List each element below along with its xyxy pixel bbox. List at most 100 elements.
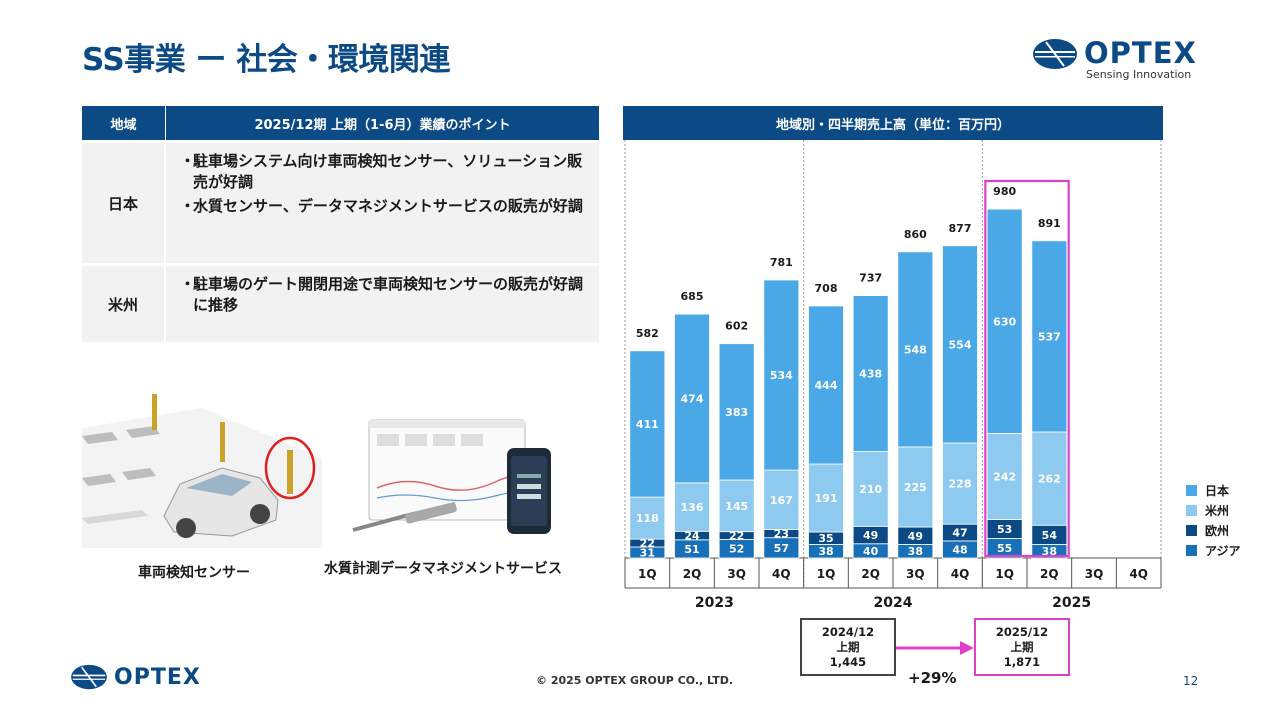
- point-item: ・水質センサー、データマネジメントサービスの販売が好調: [180, 197, 583, 215]
- legend-swatch: [1186, 544, 1197, 556]
- curr-half-total: 2025/12 上期 1,871: [974, 618, 1070, 676]
- vehicle-detection-caption: 車両検知センサー: [138, 565, 250, 581]
- bar-segment: [897, 446, 934, 528]
- bar-segment: [852, 451, 889, 527]
- bar-segment: [808, 305, 844, 465]
- data-label: 444: [815, 379, 838, 392]
- data-label: 411: [636, 418, 659, 431]
- data-label: 534: [770, 369, 793, 382]
- bar-segment: [718, 343, 755, 481]
- logo-wordmark: OPTEX: [1084, 36, 1197, 70]
- x-tick-label: 1Q: [638, 567, 657, 581]
- data-label: 145: [725, 500, 748, 513]
- x-tick-label: 3Q: [1085, 567, 1104, 581]
- data-label: 35: [818, 532, 833, 545]
- year-label: 2024: [874, 595, 913, 611]
- data-label: 53: [997, 523, 1012, 536]
- data-label: 474: [681, 393, 704, 406]
- bar-segment: [674, 313, 710, 484]
- legend-item: 欧州: [1186, 520, 1241, 540]
- highlight-box: [984, 179, 1070, 558]
- prev-value: 1,445: [829, 655, 867, 669]
- page-number: 12: [1183, 674, 1199, 688]
- legend-item: 米州: [1186, 500, 1241, 520]
- bar-segment: [852, 295, 889, 452]
- legend-swatch: [1186, 504, 1197, 516]
- header-region: 地域: [82, 106, 166, 140]
- data-label: 49: [863, 529, 878, 542]
- prev-half-total: 2024/12 上期 1,445: [800, 618, 896, 676]
- data-label: 438: [859, 368, 882, 381]
- data-label: 630: [993, 315, 1016, 328]
- data-label: 167: [770, 494, 793, 507]
- x-tick-label: 1Q: [817, 567, 836, 581]
- optex-emblem-icon: [71, 664, 107, 690]
- data-label: 228: [949, 478, 972, 491]
- data-label: 48: [952, 543, 967, 556]
- x-tick-label: 3Q: [727, 567, 746, 581]
- bar-segment: [763, 279, 800, 471]
- bar-segment: [986, 208, 1023, 434]
- table-row: 日本 ・駐車場システム向け車両検知センサー、ソリューション販売が好調 ・水質セン…: [82, 143, 599, 263]
- total-label: 980: [993, 185, 1016, 198]
- total-label: 582: [636, 327, 659, 340]
- x-tick-label: 4Q: [951, 567, 970, 581]
- data-label: 57: [774, 542, 789, 555]
- x-tick-label: 3Q: [906, 567, 925, 581]
- page-title: SS事業 ー 社会・環境関連: [82, 42, 450, 78]
- bar-segment: [629, 496, 666, 540]
- x-tick-label: 4Q: [772, 567, 791, 581]
- data-label: 52: [729, 543, 744, 556]
- header-points: 2025/12期 上期（1-6月）業績のポイント: [254, 117, 511, 133]
- bar-segment: [1031, 240, 1068, 433]
- logo-tagline: Sensing Innovation: [1086, 68, 1192, 81]
- legend-label: 日本: [1205, 483, 1230, 498]
- prev-label: 上期: [836, 640, 860, 654]
- optex-emblem-icon: [1033, 39, 1077, 69]
- legend-label: 米州: [1205, 503, 1230, 518]
- points-cell: ・駐車場のゲート開閉用途で車両検知センサーの販売が好調に推移: [166, 266, 599, 342]
- footer-logo: OPTEX: [70, 664, 220, 692]
- x-tick-label: 2Q: [1040, 567, 1059, 581]
- optex-logo: OPTEX Sensing Innovation: [1032, 36, 1202, 86]
- total-label: 708: [815, 282, 838, 295]
- data-label: 22: [729, 530, 744, 543]
- point-item: ・駐車場のゲート開閉用途で車両検知センサーの販売が好調に推移: [180, 274, 587, 316]
- data-label: 49: [908, 530, 923, 543]
- growth-rate: +29%: [908, 669, 957, 687]
- bar-segment: [1031, 431, 1068, 526]
- data-label: 55: [997, 542, 1012, 555]
- x-tick-label: 4Q: [1129, 567, 1148, 581]
- data-label: 548: [904, 343, 927, 356]
- x-tick-label: 2Q: [683, 567, 702, 581]
- data-label: 23: [774, 528, 789, 541]
- bar-segment: [674, 482, 710, 532]
- data-label: 22: [640, 537, 655, 550]
- data-label: 554: [949, 338, 972, 351]
- data-label: 47: [952, 527, 967, 540]
- data-label: 51: [684, 543, 699, 556]
- vehicle-detection-illustration: [82, 394, 322, 548]
- bar-segment: [718, 479, 755, 533]
- footer-wordmark: OPTEX: [114, 665, 201, 690]
- bar-segment: [942, 442, 978, 525]
- prev-period: 2024/12: [821, 625, 875, 639]
- region-cell: 米州: [82, 266, 166, 342]
- total-label: 737: [859, 272, 882, 285]
- data-label: 242: [993, 470, 1016, 483]
- point-item: ・駐車場システム向け車両検知センサー、ソリューション販売が好調: [180, 151, 587, 193]
- data-label: 31: [640, 546, 655, 559]
- curr-label: 上期: [1010, 640, 1034, 654]
- data-label: 262: [1038, 473, 1061, 486]
- legend-swatch: [1186, 524, 1197, 536]
- total-label: 891: [1038, 217, 1061, 230]
- total-label: 602: [725, 320, 748, 333]
- curr-value: 1,871: [1003, 655, 1041, 669]
- data-label: 118: [636, 512, 659, 525]
- total-label: 860: [904, 228, 927, 241]
- year-label: 2023: [695, 595, 734, 611]
- bar-segment: [897, 251, 934, 448]
- x-tick-label: 1Q: [995, 567, 1014, 581]
- legend-item: 日本: [1186, 480, 1241, 500]
